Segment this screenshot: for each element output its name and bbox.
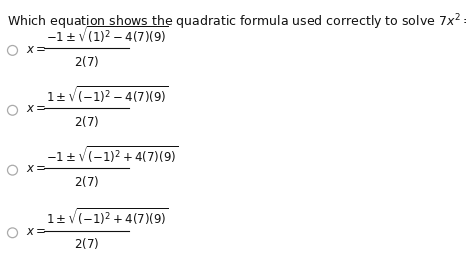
- Text: $x =$: $x =$: [27, 225, 47, 238]
- Text: $x =$: $x =$: [27, 162, 47, 175]
- Text: $x =$: $x =$: [27, 102, 47, 116]
- Text: $2(7)$: $2(7)$: [74, 54, 99, 69]
- Text: $x =$: $x =$: [27, 43, 47, 56]
- Text: $1 \pm \sqrt{(-1)^2 + 4(7)(9)}$: $1 \pm \sqrt{(-1)^2 + 4(7)(9)}$: [46, 207, 169, 229]
- Text: $1 \pm \sqrt{(-1)^2 - 4(7)(9)}$: $1 \pm \sqrt{(-1)^2 - 4(7)(9)}$: [46, 85, 169, 106]
- Text: Which equation shows the quadratic formula used correctly to solve $7x^2 = 9 + x: Which equation shows the quadratic formu…: [7, 12, 466, 32]
- Text: $2(7)$: $2(7)$: [74, 114, 99, 129]
- Text: $-1 \pm \sqrt{(-1)^2 + 4(7)(9)}$: $-1 \pm \sqrt{(-1)^2 + 4(7)(9)}$: [46, 145, 178, 166]
- Text: $2(7)$: $2(7)$: [74, 174, 99, 189]
- Text: $-1 \pm \sqrt{(1)^2 - 4(7)(9)}$: $-1 \pm \sqrt{(1)^2 - 4(7)(9)}$: [46, 25, 169, 46]
- Text: $2(7)$: $2(7)$: [74, 236, 99, 251]
